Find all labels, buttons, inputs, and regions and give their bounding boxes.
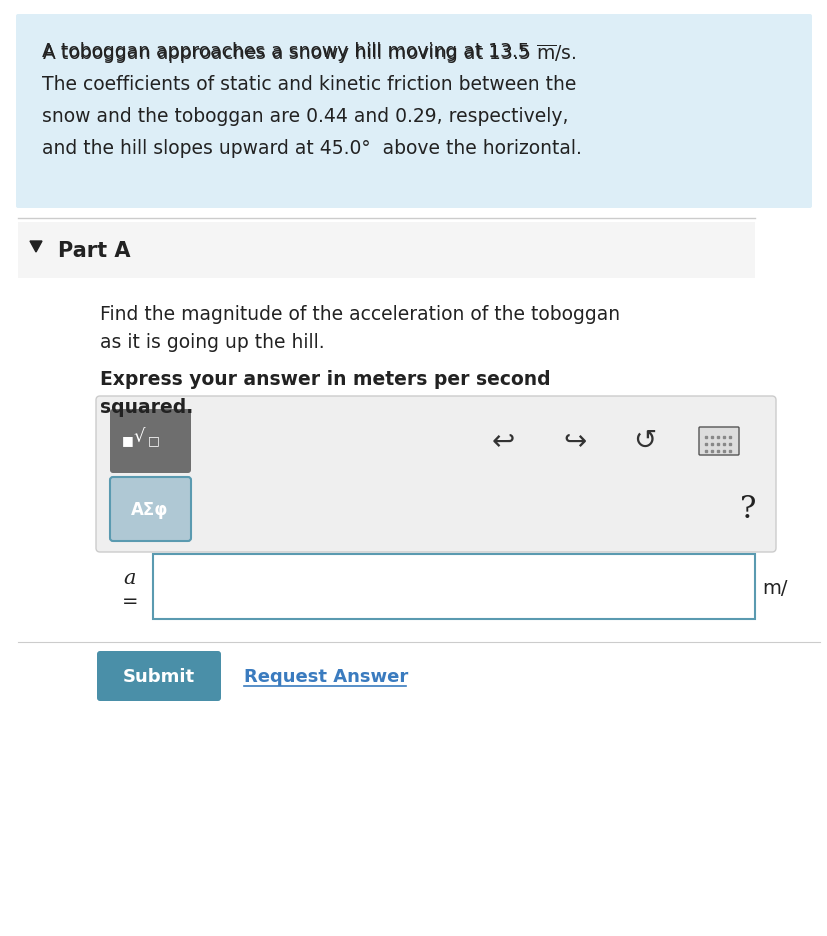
Text: and the hill slopes upward at 45.0°  above the horizontal.: and the hill slopes upward at 45.0° abov… [42, 139, 581, 158]
Text: squared.: squared. [100, 398, 193, 417]
Text: Express your answer in meters per second: Express your answer in meters per second [100, 370, 550, 388]
Text: ↺: ↺ [633, 427, 656, 455]
Text: ?: ? [739, 494, 755, 525]
Text: ↩: ↩ [490, 427, 514, 455]
FancyBboxPatch shape [97, 651, 221, 701]
FancyBboxPatch shape [153, 554, 754, 620]
Text: □: □ [148, 434, 160, 447]
Text: A toboggan approaches a snowy hill moving at 13.5 $\mathregular{\overline{m}}$/s: A toboggan approaches a snowy hill movin… [42, 42, 576, 66]
Text: Request Answer: Request Answer [244, 667, 408, 685]
Text: √: √ [133, 428, 145, 446]
FancyBboxPatch shape [698, 428, 739, 456]
Text: Find the magnitude of the acceleration of the toboggan: Find the magnitude of the acceleration o… [100, 305, 619, 324]
Text: ↪: ↪ [562, 427, 586, 455]
Polygon shape [30, 241, 42, 253]
Text: A toboggan approaches a snowy hill moving at 13.5: A toboggan approaches a snowy hill movin… [42, 42, 535, 61]
Text: The coefficients of static and kinetic friction between the: The coefficients of static and kinetic f… [42, 75, 576, 94]
FancyBboxPatch shape [16, 15, 811, 209]
Text: Part A: Part A [58, 241, 131, 261]
FancyBboxPatch shape [110, 410, 191, 474]
Text: a: a [123, 569, 136, 588]
FancyBboxPatch shape [110, 477, 191, 541]
Text: Submit: Submit [122, 667, 195, 685]
Text: as it is going up the hill.: as it is going up the hill. [100, 332, 324, 352]
Text: ■: ■ [122, 434, 134, 447]
Text: AΣφ: AΣφ [131, 501, 169, 519]
FancyBboxPatch shape [96, 397, 775, 552]
Text: m/: m/ [761, 578, 786, 598]
Text: =: = [122, 591, 138, 610]
FancyBboxPatch shape [18, 223, 754, 279]
Text: snow and the toboggan are 0.44 and 0.29, respectively,: snow and the toboggan are 0.44 and 0.29,… [42, 107, 568, 125]
